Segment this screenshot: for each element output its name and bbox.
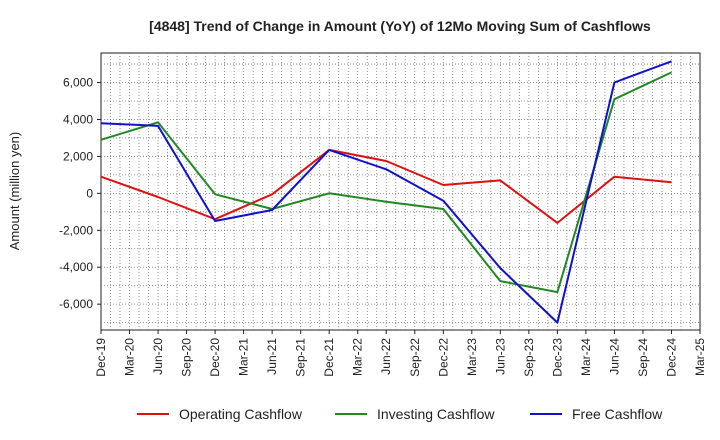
x-tick-label: Mar-21 — [237, 338, 251, 376]
x-tick-label: Mar-20 — [123, 338, 137, 376]
x-tick-label: Sep-20 — [180, 338, 194, 377]
y-tick-label: -2,000 — [59, 223, 93, 237]
x-axis-ticks: Dec-19 Mar-20 Jun-20 Sep-20 Dec-20 Mar-21 Jun-… — [94, 330, 707, 377]
y-tick-label: 4,000 — [63, 112, 93, 126]
investing-cashflow-line — [100, 71, 672, 294]
investing-cashflow-legend-label: Investing Cashflow — [377, 406, 495, 422]
grid-lines — [101, 53, 700, 330]
free-cashflow-legend-label: Free Cashflow — [572, 406, 663, 422]
x-tick-label: Jun-20 — [151, 338, 165, 375]
free-cashflow-line — [100, 60, 672, 324]
operating-cashflow-legend-label: Operating Cashflow — [179, 406, 303, 422]
y-axis-ticks: -6,000 -4,000 -2,000 0 2,000 4,000 6,000 — [59, 76, 101, 311]
x-tick-label: Sep-23 — [522, 338, 536, 377]
plot-area — [100, 52, 701, 331]
x-tick-label: Dec-23 — [550, 338, 564, 377]
legend: Operating Cashflow Investing Cashflow Free… — [137, 406, 663, 422]
y-tick-label: -4,000 — [59, 260, 93, 274]
x-tick-label: Dec-21 — [322, 338, 336, 377]
x-tick-label: Mar-24 — [579, 338, 593, 376]
x-tick-label: Jun-23 — [493, 338, 507, 375]
y-axis-label: Amount (million yen) — [7, 132, 22, 251]
x-tick-label: Sep-24 — [636, 338, 650, 377]
x-tick-label: Jun-22 — [379, 338, 393, 375]
y-tick-label: -6,000 — [59, 297, 93, 311]
y-tick-label: 0 — [86, 186, 93, 200]
y-tick-label: 2,000 — [63, 149, 93, 163]
x-tick-label: Mar-23 — [465, 338, 479, 376]
operating-cashflow-line — [100, 148, 672, 224]
x-tick-label: Dec-22 — [436, 338, 450, 377]
x-tick-label: Mar-25 — [693, 338, 707, 376]
plot-frame — [100, 52, 701, 331]
x-tick-label: Sep-21 — [294, 338, 308, 377]
x-tick-label: Mar-22 — [351, 338, 365, 376]
y-tick-label: 6,000 — [63, 76, 93, 90]
x-tick-label: Dec-24 — [664, 338, 678, 377]
series-lines — [100, 60, 672, 324]
chart-title: [4848] Trend of Change in Amount (YoY) o… — [149, 18, 651, 34]
x-tick-label: Dec-19 — [94, 338, 108, 377]
x-tick-label: Sep-22 — [408, 338, 422, 377]
x-tick-label: Dec-20 — [208, 338, 222, 377]
x-tick-label: Jun-24 — [607, 338, 621, 375]
x-tick-label: Jun-21 — [265, 338, 279, 375]
